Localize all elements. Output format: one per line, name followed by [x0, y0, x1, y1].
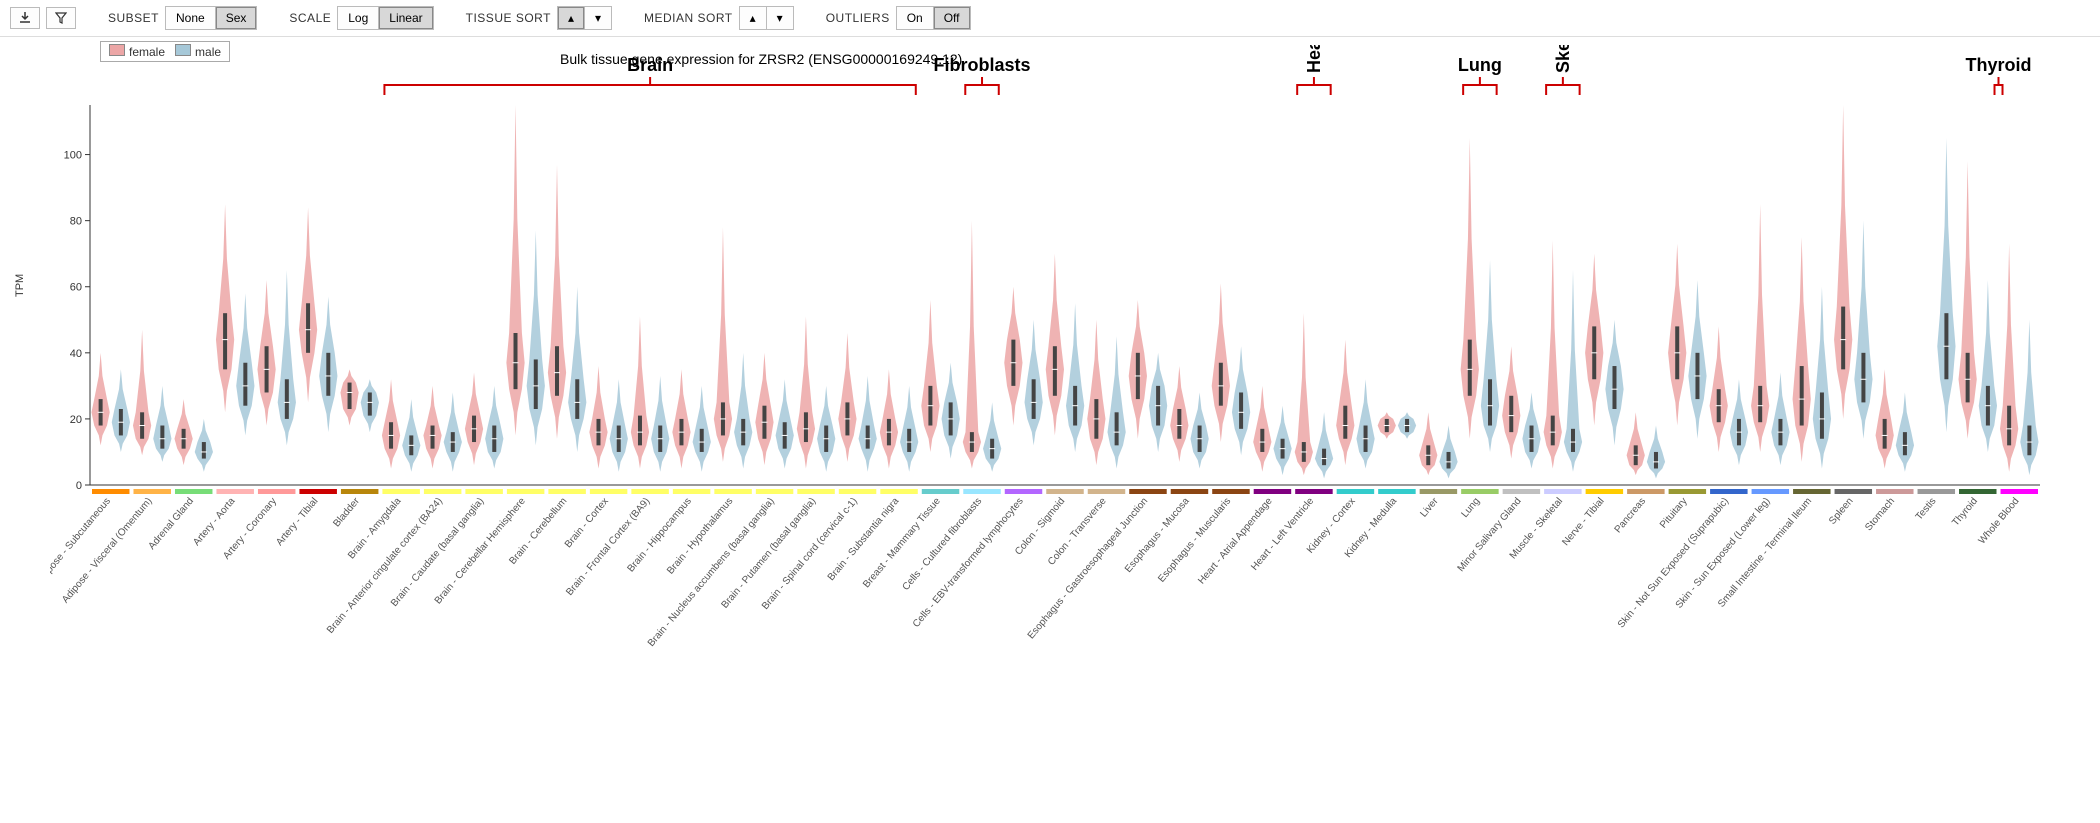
scale-linear-button[interactable]: Linear [378, 6, 433, 30]
svg-text:Pituitary: Pituitary [1658, 496, 1690, 531]
legend-female-swatch [109, 44, 125, 56]
svg-text:Brain - Frontal Cortex (BA9): Brain - Frontal Cortex (BA9) [564, 496, 652, 598]
legend-male-swatch [175, 44, 191, 56]
svg-text:0: 0 [76, 480, 82, 492]
outliers-label: OUTLIERS [826, 11, 890, 25]
svg-text:Adrenal Gland: Adrenal Gland [146, 496, 196, 552]
svg-text:Cells - Cultured fibroblasts: Cells - Cultured fibroblasts [901, 496, 985, 593]
subset-group: SUBSET None Sex [108, 6, 257, 30]
svg-text:Brain - Cortex: Brain - Cortex [563, 496, 611, 550]
svg-text:80: 80 [70, 216, 82, 228]
svg-text:20: 20 [70, 414, 82, 426]
svg-text:Lung: Lung [1458, 55, 1502, 75]
svg-text:Heart - Atrial Appendage: Heart - Atrial Appendage [1196, 496, 1275, 587]
legend-male-label: male [195, 45, 221, 59]
tissue-sort-group: TISSUE SORT ▴ ▾ [466, 6, 612, 30]
subset-sex-button[interactable]: Sex [215, 6, 258, 30]
scale-label: SCALE [289, 11, 331, 25]
svg-text:Testis: Testis [1914, 496, 1939, 523]
svg-text:Thyroid: Thyroid [1950, 496, 1980, 529]
median-sort-group: MEDIAN SORT ▴ ▾ [644, 6, 794, 30]
median-sort-asc-button[interactable]: ▴ [739, 6, 766, 30]
svg-text:60: 60 [70, 282, 82, 294]
svg-text:Brain - Substantia nigra: Brain - Substantia nigra [826, 496, 902, 583]
tissue-sort-desc-button[interactable]: ▾ [584, 6, 612, 30]
svg-text:Bladder: Bladder [331, 495, 362, 529]
legend: female male [100, 41, 230, 62]
outliers-on-button[interactable]: On [896, 6, 933, 30]
chart-title: Bulk tissue gene expression for ZRSR2 (E… [560, 51, 962, 67]
svg-text:Spleen: Spleen [1827, 496, 1855, 527]
filter-button[interactable] [46, 7, 76, 29]
outliers-off-button[interactable]: Off [933, 6, 971, 30]
svg-text:Nerve - Tibial: Nerve - Tibial [1560, 496, 1606, 548]
outliers-group: OUTLIERS On Off [826, 6, 971, 30]
svg-text:Whole Blood: Whole Blood [1977, 496, 2022, 547]
scale-log-button[interactable]: Log [337, 6, 378, 30]
chart-container: female male Bulk tissue gene expression … [0, 37, 2100, 705]
subset-label: SUBSET [108, 11, 159, 25]
toolbar: SUBSET None Sex SCALE Log Linear TISSUE … [0, 0, 2100, 37]
y-axis-title: TPM [14, 274, 26, 297]
svg-text:Skeletal Muscle: Skeletal Muscle [1553, 45, 1573, 73]
svg-text:Artery - Tibial: Artery - Tibial [274, 496, 320, 548]
legend-female-label: female [129, 45, 165, 59]
svg-text:Pancreas: Pancreas [1613, 496, 1649, 535]
svg-text:Artery - Aorta: Artery - Aorta [191, 496, 238, 549]
svg-text:Adipose - Visceral (Omentum): Adipose - Visceral (Omentum) [60, 496, 154, 606]
tissue-sort-asc-button[interactable]: ▴ [557, 6, 584, 30]
svg-text:Heart Left Ventricle: Heart Left Ventricle [1304, 45, 1324, 73]
svg-text:Small Intestine - Terminal Ile: Small Intestine - Terminal Ileum [1716, 496, 1814, 610]
scale-group: SCALE Log Linear [289, 6, 433, 30]
violin-chart: 020406080100Adipose - SubcutaneousAdipos… [50, 45, 2060, 685]
svg-text:Lung: Lung [1459, 496, 1482, 520]
median-sort-desc-button[interactable]: ▾ [766, 6, 794, 30]
tissue-sort-label: TISSUE SORT [466, 11, 551, 25]
download-button[interactable] [10, 7, 40, 29]
svg-text:Breast - Mammary Tissue: Breast - Mammary Tissue [861, 496, 943, 591]
subset-none-button[interactable]: None [165, 6, 215, 30]
svg-text:Liver: Liver [1418, 495, 1441, 519]
svg-text:Thyroid: Thyroid [1966, 55, 2032, 75]
svg-text:Esophagus - Muscularis: Esophagus - Muscularis [1156, 496, 1233, 585]
svg-text:100: 100 [64, 150, 82, 162]
svg-text:Stomach: Stomach [1863, 496, 1897, 533]
median-sort-label: MEDIAN SORT [644, 11, 733, 25]
svg-text:40: 40 [70, 348, 82, 360]
